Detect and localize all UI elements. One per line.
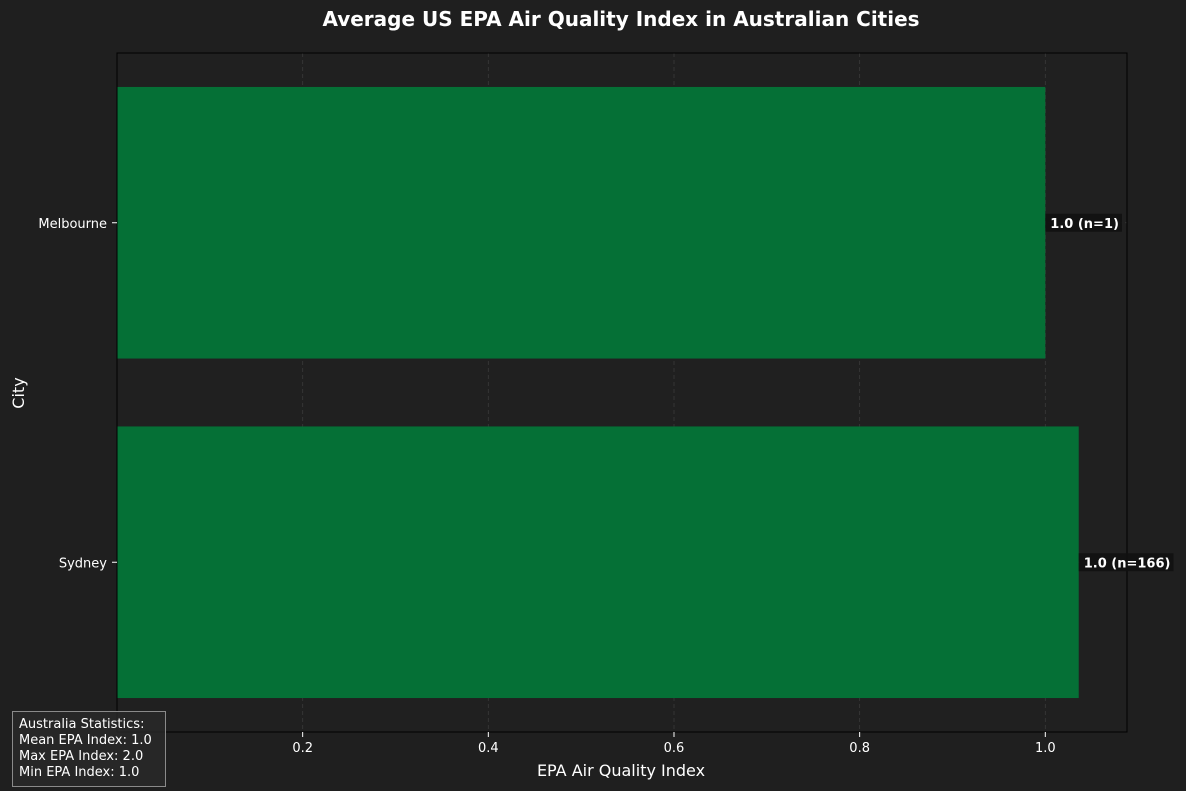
x-tick-label: 0.8 xyxy=(849,741,870,756)
x-tick-label: 0.2 xyxy=(292,741,313,756)
statistics-box: Australia Statistics: Mean EPA Index: 1.… xyxy=(12,711,166,787)
data-label-melbourne: 1.0 (n=1) xyxy=(1045,213,1122,232)
y-axis-ticks: Melbourne Sydney xyxy=(38,217,117,571)
statistics-min: Min EPA Index: 1.0 xyxy=(19,765,140,780)
data-label-sydney: 1.0 (n=166) xyxy=(1078,553,1174,572)
data-label-text: 1.0 (n=166) xyxy=(1084,556,1171,571)
statistics-max: Max EPA Index: 2.0 xyxy=(19,749,144,764)
chart-title: Average US EPA Air Quality Index in Aust… xyxy=(322,7,919,31)
statistics-title: Australia Statistics: xyxy=(19,717,145,732)
statistics-mean: Mean EPA Index: 1.0 xyxy=(19,733,152,748)
x-axis-label: EPA Air Quality Index xyxy=(537,761,705,780)
data-label-box xyxy=(1045,213,1122,232)
y-tick-label: Sydney xyxy=(59,556,107,571)
y-tick-label: Melbourne xyxy=(38,217,107,232)
bar-melbourne xyxy=(117,86,1046,359)
x-axis-ticks: 0.2 0.4 0.6 0.8 1.0 xyxy=(292,732,1056,756)
data-labels: 1.0 (n=1) 1.0 (n=166) xyxy=(1045,213,1174,572)
x-tick-label: 0.6 xyxy=(664,741,685,756)
y-axis-label: City xyxy=(9,377,28,408)
x-tick-label: 0.4 xyxy=(478,741,499,756)
data-label-text: 1.0 (n=1) xyxy=(1050,217,1119,232)
bar-sydney xyxy=(117,426,1079,699)
bars xyxy=(117,86,1079,699)
x-tick-label: 1.0 xyxy=(1035,741,1056,756)
data-label-box xyxy=(1078,553,1174,572)
plot-frame xyxy=(116,52,1128,733)
